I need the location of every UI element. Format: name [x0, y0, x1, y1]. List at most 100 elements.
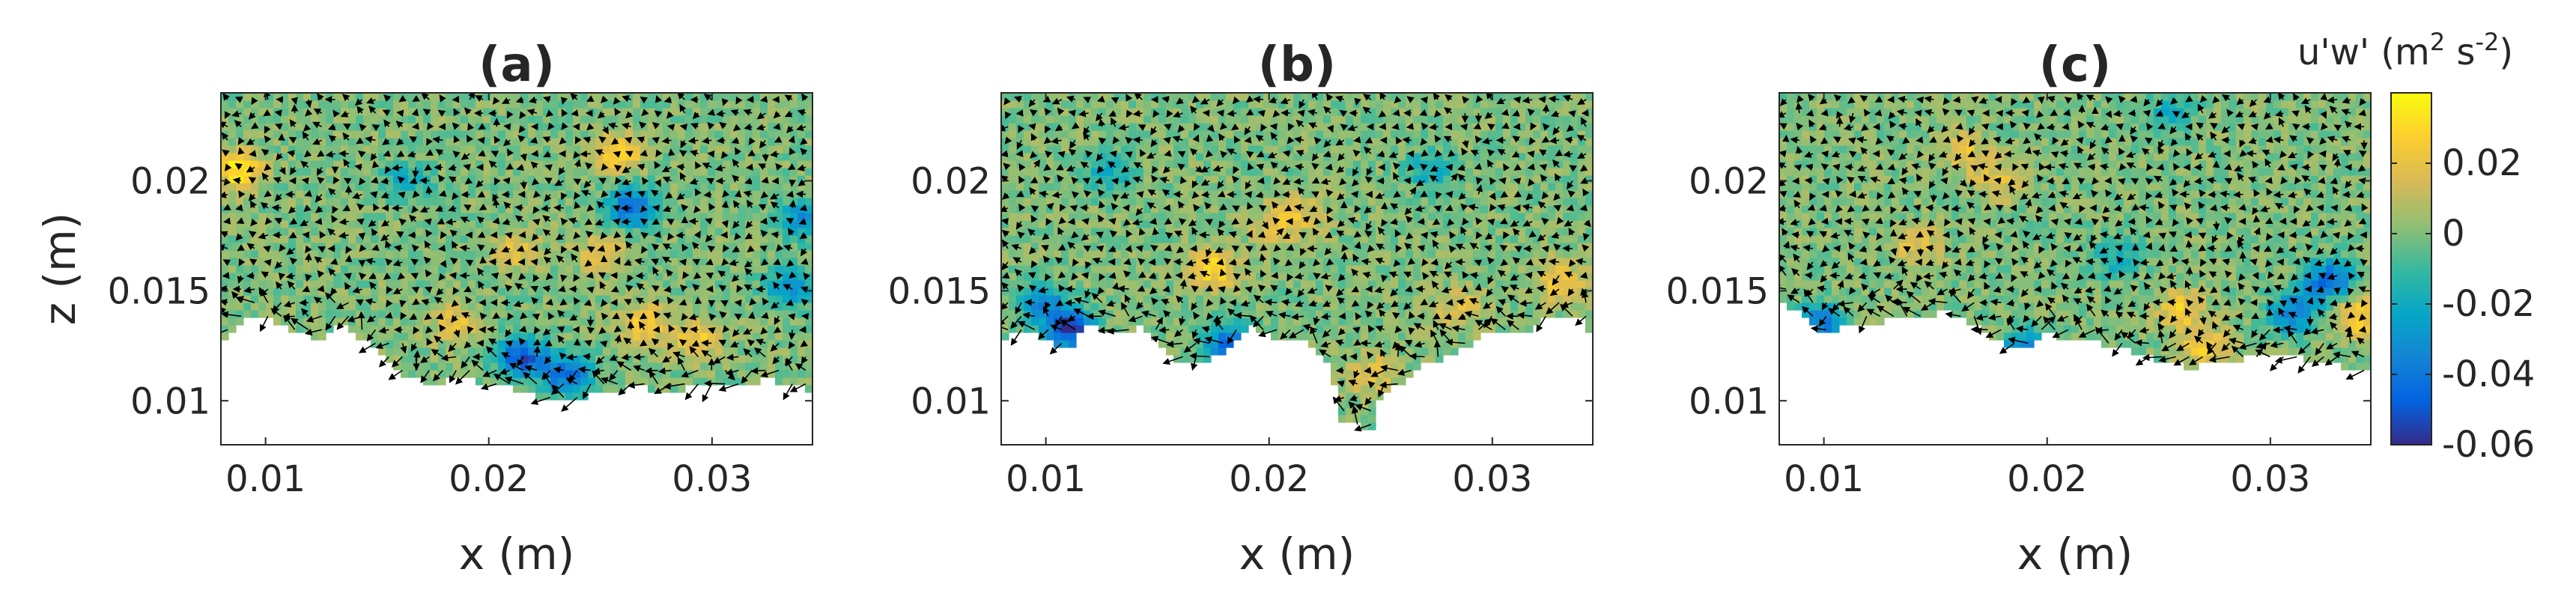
heatmap-cell: [393, 198, 401, 206]
heatmap-cell: [333, 115, 341, 124]
heatmap-cell: [371, 138, 379, 146]
heatmap-cell: [423, 123, 431, 131]
heatmap-cell: [1181, 265, 1189, 273]
heatmap-cell: [730, 280, 738, 288]
heatmap-cell: [573, 310, 581, 318]
quiver-arrow: [261, 271, 270, 279]
quiver-arrow: [303, 150, 312, 158]
heatmap-cell: [768, 123, 776, 131]
heatmap-cell: [243, 228, 252, 236]
heatmap-cell: [1158, 183, 1167, 191]
heatmap-cell: [715, 370, 723, 378]
heatmap-cell: [378, 115, 386, 124]
heatmap-cell: [775, 235, 783, 243]
quiver-arrow: [305, 99, 312, 109]
heatmap-cell: [1061, 115, 1069, 124]
heatmap-cell: [386, 265, 394, 273]
heatmap-cell: [423, 130, 431, 139]
heatmap-cell: [1218, 145, 1227, 153]
heatmap-cell: [693, 347, 701, 356]
heatmap-cell: [393, 228, 401, 236]
heatmap-cell: [685, 160, 693, 168]
heatmap-cell: [1226, 198, 1234, 206]
heatmap-cell: [348, 302, 356, 311]
heatmap-cell: [1061, 228, 1069, 236]
quiver-arrow: [690, 326, 699, 333]
heatmap-cell: [520, 205, 529, 213]
quiver-arrow: [476, 180, 484, 188]
heatmap-cell: [1084, 100, 1092, 109]
heatmap-cell: [333, 100, 341, 109]
heatmap-cell: [655, 205, 663, 213]
heatmap-cell: [580, 243, 589, 251]
heatmap-cell: [618, 228, 626, 236]
heatmap-cell: [775, 347, 783, 356]
heatmap-cell: [790, 153, 798, 161]
heatmap-cell: [408, 108, 416, 116]
heatmap-cell: [1009, 145, 1017, 153]
heatmap-cell: [498, 168, 506, 176]
heatmap-cell: [565, 228, 574, 236]
heatmap-cell: [318, 280, 326, 288]
heatmap-cell: [1241, 228, 1249, 236]
heatmap-cell: [386, 183, 394, 191]
heatmap-cell: [1106, 175, 1114, 183]
heatmap-cell: [386, 228, 394, 236]
heatmap-cell: [236, 310, 244, 318]
heatmap-cell: [251, 100, 259, 109]
heatmap-cell: [1188, 145, 1197, 153]
heatmap-cell: [1061, 190, 1069, 198]
quiver-arrow: [365, 258, 376, 265]
heatmap-cell: [401, 205, 409, 213]
heatmap-cell: [783, 138, 791, 146]
heatmap-cell: [610, 377, 619, 386]
heatmap-cell: [520, 377, 529, 386]
heatmap-cell: [446, 145, 454, 153]
heatmap-cell: [558, 250, 566, 258]
heatmap-cell: [311, 145, 319, 153]
heatmap-cell: [775, 258, 783, 266]
heatmap-cell: [738, 332, 746, 341]
heatmap-cell: [1099, 183, 1107, 191]
heatmap-cell: [416, 108, 424, 116]
heatmap-cell: [483, 243, 491, 251]
heatmap-cell: [723, 130, 731, 139]
heatmap-cell: [1143, 183, 1152, 191]
heatmap-cell: [715, 160, 723, 168]
heatmap-cell: [783, 115, 791, 124]
heatmap-cell: [490, 175, 499, 183]
heatmap-cell: [1128, 265, 1137, 273]
heatmap-cell: [1061, 168, 1069, 176]
heatmap-cell: [1046, 168, 1054, 176]
heatmap-cell: [783, 183, 791, 191]
heatmap-cell: [371, 288, 379, 296]
heatmap-cell: [243, 153, 252, 161]
heatmap-cell: [416, 258, 424, 266]
heatmap-cell: [678, 130, 686, 139]
heatmap-cell: [1106, 317, 1114, 326]
heatmap-cell: [670, 295, 678, 303]
heatmap-cell: [603, 153, 611, 161]
heatmap-cell: [1091, 243, 1099, 251]
heatmap-cell: [273, 265, 282, 273]
heatmap-cell: [1143, 325, 1152, 333]
quiver-arrow: [438, 273, 446, 282]
heatmap-cell: [753, 317, 761, 326]
heatmap-cell: [1173, 183, 1182, 191]
heatmap-cell: [603, 288, 611, 296]
heatmap-cell: [490, 310, 499, 318]
heatmap-cell: [1128, 145, 1137, 153]
heatmap-cell: [490, 205, 499, 213]
heatmap-cell: [505, 250, 514, 258]
heatmap-cell: [1128, 175, 1137, 183]
heatmap-cell: [266, 295, 274, 303]
heatmap-cell: [303, 295, 312, 303]
heatmap-cell: [431, 250, 439, 258]
quiver-arrow: [701, 339, 712, 347]
quiver-arrow: [463, 163, 471, 171]
heatmap-cell: [1016, 198, 1024, 206]
heatmap-cell: [715, 347, 723, 356]
heatmap-cell: [550, 317, 559, 326]
heatmap-cell: [625, 265, 634, 273]
heatmap-cell: [1233, 258, 1242, 266]
